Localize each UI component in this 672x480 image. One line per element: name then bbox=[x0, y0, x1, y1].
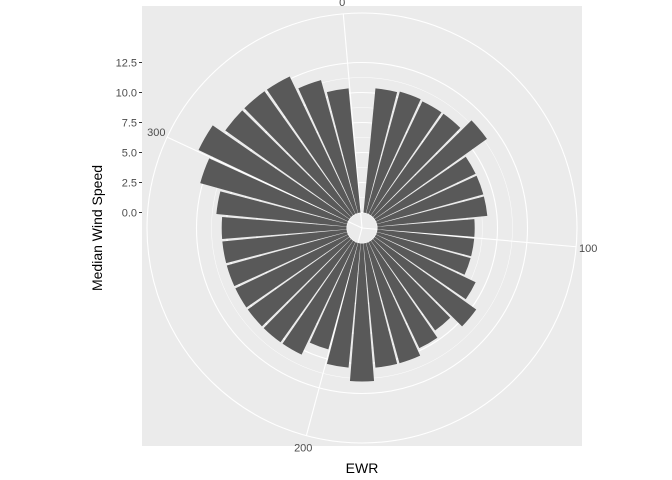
bar-330 bbox=[266, 76, 356, 216]
theta-tick-200: 200 bbox=[294, 442, 312, 454]
bar-260 bbox=[222, 229, 347, 264]
bar-210 bbox=[282, 240, 356, 355]
bar-160 bbox=[366, 242, 421, 364]
radial-tick-0: 0.0 bbox=[122, 208, 137, 220]
bar-40 bbox=[371, 113, 461, 217]
bar-300 bbox=[198, 125, 350, 222]
bar-240 bbox=[235, 234, 350, 308]
radial-tick-5: 5.0 bbox=[122, 148, 137, 160]
bar-110 bbox=[376, 232, 471, 275]
bar-280 bbox=[216, 191, 347, 227]
bar-70 bbox=[376, 175, 484, 224]
grid-spoke bbox=[342, 13, 363, 229]
theta-tick-300: 300 bbox=[147, 127, 165, 139]
bar-20 bbox=[366, 91, 421, 214]
bar-200 bbox=[309, 242, 358, 350]
theta-tick-100: 100 bbox=[579, 243, 597, 255]
radial-tick-7.5: 7.5 bbox=[122, 118, 137, 130]
bar-60 bbox=[374, 156, 476, 222]
bar-120 bbox=[374, 234, 476, 300]
bar-290 bbox=[200, 158, 348, 224]
bar-140 bbox=[371, 239, 451, 331]
bar-30 bbox=[368, 101, 442, 216]
grid-spoke bbox=[166, 136, 363, 229]
radial-tick-12.5: 12.5 bbox=[116, 58, 137, 70]
bar-250 bbox=[226, 232, 348, 287]
bar-100 bbox=[377, 229, 475, 257]
bar-170 bbox=[363, 243, 398, 368]
bar-80 bbox=[377, 196, 488, 227]
bar-320 bbox=[244, 91, 353, 217]
grid-spoke bbox=[305, 227, 363, 436]
bar-130 bbox=[373, 237, 477, 327]
theta-tick-0: 0 bbox=[339, 0, 345, 9]
grid-circle-major bbox=[195, 61, 529, 395]
x-axis-title: EWR bbox=[346, 460, 379, 476]
radial-tick-2.5: 2.5 bbox=[122, 178, 137, 190]
bars-layer bbox=[198, 76, 488, 382]
bar-180 bbox=[349, 243, 375, 382]
grid-spoke bbox=[361, 227, 577, 248]
bar-270 bbox=[221, 216, 347, 240]
grid-circle-outer bbox=[146, 12, 578, 444]
y-axis-title: Median Wind Speed bbox=[89, 165, 105, 291]
bar-230 bbox=[247, 237, 351, 327]
bar-10 bbox=[363, 88, 398, 213]
radial-tick-10: 10.0 bbox=[116, 88, 137, 100]
bar-190 bbox=[326, 243, 361, 368]
bar-90 bbox=[377, 219, 475, 237]
bar-220 bbox=[263, 239, 353, 343]
bar-50 bbox=[373, 120, 487, 219]
bar-310 bbox=[225, 110, 351, 219]
bar-150 bbox=[368, 240, 438, 349]
bar-340 bbox=[298, 80, 358, 214]
bar-350 bbox=[326, 88, 361, 213]
labels-layer: 0 100 200 300 0.0 2.5 5.0 7.5 10.0 12.5 … bbox=[89, 0, 597, 476]
